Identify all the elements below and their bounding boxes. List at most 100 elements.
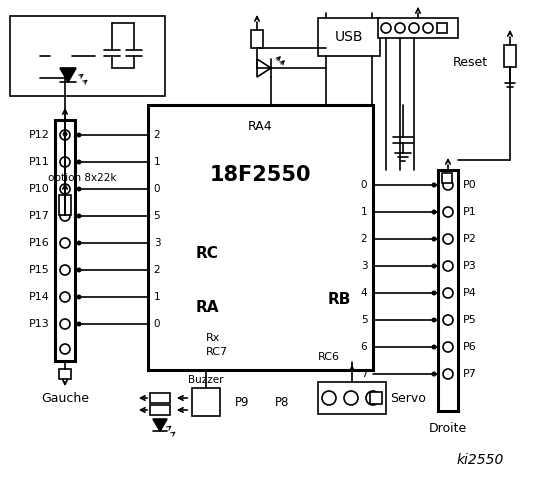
Bar bbox=[378, 18, 458, 38]
Bar bbox=[59, 195, 71, 215]
Text: 2: 2 bbox=[361, 234, 367, 244]
Text: 5: 5 bbox=[361, 315, 367, 325]
Circle shape bbox=[24, 54, 28, 58]
Circle shape bbox=[423, 23, 433, 33]
Text: P4: P4 bbox=[463, 288, 477, 298]
Bar bbox=[150, 393, 170, 403]
Circle shape bbox=[62, 132, 67, 136]
Text: 1: 1 bbox=[361, 207, 367, 217]
Text: 3: 3 bbox=[154, 238, 160, 248]
Text: P1: P1 bbox=[463, 207, 477, 217]
Text: P13: P13 bbox=[29, 319, 50, 329]
Text: RB: RB bbox=[327, 292, 351, 308]
Circle shape bbox=[76, 295, 81, 300]
Text: 0: 0 bbox=[361, 180, 367, 190]
Circle shape bbox=[381, 23, 391, 33]
Text: 4: 4 bbox=[361, 288, 367, 298]
Text: P0: P0 bbox=[463, 180, 477, 190]
Bar bbox=[318, 382, 386, 414]
Circle shape bbox=[60, 211, 70, 221]
Bar bbox=[318, 18, 380, 56]
Circle shape bbox=[19, 49, 33, 63]
Text: 6: 6 bbox=[361, 342, 367, 352]
Text: P15: P15 bbox=[29, 265, 50, 275]
Text: ki2550: ki2550 bbox=[456, 453, 504, 467]
Circle shape bbox=[76, 267, 81, 273]
Bar bbox=[55, 120, 75, 361]
Text: P2: P2 bbox=[463, 234, 477, 244]
Bar bbox=[148, 105, 373, 370]
Text: P3: P3 bbox=[463, 261, 477, 271]
Text: Reset: Reset bbox=[453, 57, 488, 70]
Text: P9: P9 bbox=[235, 396, 249, 408]
Circle shape bbox=[366, 391, 380, 405]
Circle shape bbox=[431, 290, 436, 296]
Bar bbox=[59, 369, 71, 379]
Circle shape bbox=[443, 261, 453, 271]
Bar bbox=[370, 392, 382, 404]
Text: P11: P11 bbox=[29, 157, 50, 167]
Circle shape bbox=[60, 344, 70, 354]
Text: Servo: Servo bbox=[390, 392, 426, 405]
Text: Buzzer: Buzzer bbox=[188, 375, 224, 385]
Circle shape bbox=[76, 214, 81, 218]
Bar bbox=[251, 30, 263, 48]
Circle shape bbox=[60, 265, 70, 275]
Text: RC: RC bbox=[196, 245, 219, 261]
Text: 7: 7 bbox=[361, 369, 367, 379]
Circle shape bbox=[431, 182, 436, 188]
Circle shape bbox=[395, 23, 405, 33]
Circle shape bbox=[60, 157, 70, 167]
Text: 0: 0 bbox=[154, 319, 160, 329]
Text: P6: P6 bbox=[463, 342, 477, 352]
Text: RA4: RA4 bbox=[248, 120, 273, 133]
Circle shape bbox=[443, 234, 453, 244]
Bar bbox=[504, 45, 516, 67]
Text: Gauche: Gauche bbox=[41, 393, 89, 406]
Circle shape bbox=[431, 264, 436, 268]
Bar bbox=[10, 16, 165, 96]
Bar bbox=[150, 405, 170, 415]
Bar bbox=[50, 48, 72, 64]
Text: P8: P8 bbox=[275, 396, 289, 408]
Text: option 8x22k: option 8x22k bbox=[48, 173, 116, 183]
Circle shape bbox=[443, 342, 453, 352]
Circle shape bbox=[431, 372, 436, 376]
Circle shape bbox=[76, 240, 81, 245]
Circle shape bbox=[60, 184, 70, 194]
Circle shape bbox=[431, 345, 436, 349]
Circle shape bbox=[431, 317, 436, 323]
Text: Droite: Droite bbox=[429, 422, 467, 435]
Text: USB: USB bbox=[335, 30, 363, 44]
Text: 0: 0 bbox=[154, 184, 160, 194]
Circle shape bbox=[443, 369, 453, 379]
Bar bbox=[437, 23, 447, 33]
Text: P7: P7 bbox=[463, 369, 477, 379]
Text: RC7: RC7 bbox=[206, 347, 228, 357]
Circle shape bbox=[409, 23, 419, 33]
Circle shape bbox=[60, 238, 70, 248]
Text: RC6: RC6 bbox=[318, 352, 340, 362]
Circle shape bbox=[443, 288, 453, 298]
Circle shape bbox=[76, 159, 81, 165]
Text: P12: P12 bbox=[29, 130, 50, 140]
Text: Rx: Rx bbox=[206, 333, 221, 343]
Circle shape bbox=[60, 319, 70, 329]
Text: 3: 3 bbox=[361, 261, 367, 271]
Text: 18F2550: 18F2550 bbox=[210, 165, 311, 185]
Circle shape bbox=[431, 237, 436, 241]
Text: RA: RA bbox=[196, 300, 220, 315]
Circle shape bbox=[60, 292, 70, 302]
Text: 1: 1 bbox=[154, 157, 160, 167]
Circle shape bbox=[443, 315, 453, 325]
Polygon shape bbox=[153, 419, 167, 431]
Circle shape bbox=[344, 391, 358, 405]
Bar bbox=[192, 388, 220, 416]
Text: 5: 5 bbox=[154, 211, 160, 221]
Circle shape bbox=[443, 207, 453, 217]
Text: P5: P5 bbox=[463, 315, 477, 325]
Circle shape bbox=[76, 322, 81, 326]
Text: 2: 2 bbox=[154, 265, 160, 275]
Text: 1: 1 bbox=[154, 292, 160, 302]
Text: P16: P16 bbox=[29, 238, 50, 248]
